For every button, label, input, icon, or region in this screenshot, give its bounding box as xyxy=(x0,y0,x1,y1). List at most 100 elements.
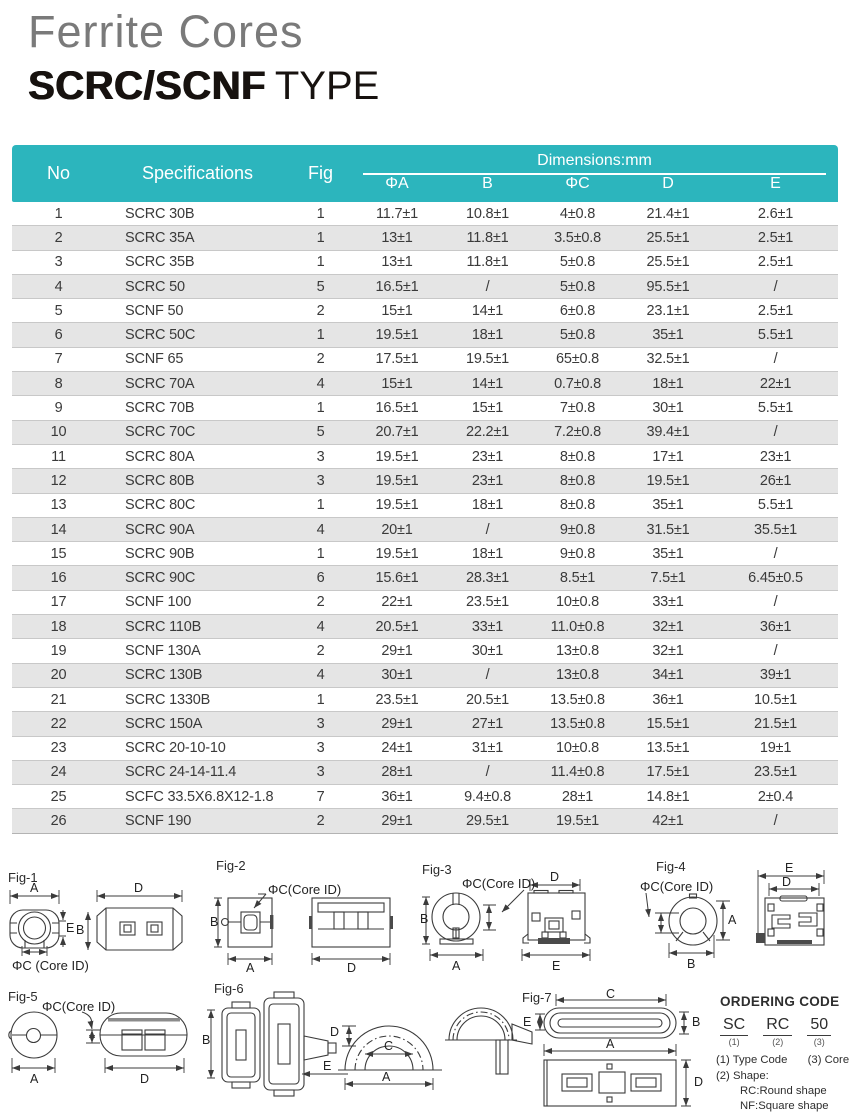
cell-dim-a: 15±1 xyxy=(381,302,413,319)
cell-dim-e: / xyxy=(773,545,778,562)
cell-fig: 1 xyxy=(316,497,325,514)
cell-dim-b: 20.5±1 xyxy=(465,691,510,708)
cell-dim-e: 21.5±1 xyxy=(753,715,798,732)
cell-fig: 5 xyxy=(316,278,325,295)
ordering-legend-shape: (2) Shape: xyxy=(716,1070,769,1082)
table-row: 9 SCRC 70B 1 16.5±1 15±1 7±0.8 30±1 5.5±… xyxy=(12,396,838,420)
cell-dim-b: 18±1 xyxy=(471,545,504,562)
cell-dim-a: 28±1 xyxy=(381,764,413,781)
col-header-dim-b: B xyxy=(443,175,532,202)
fig7-caption: Fig-7 xyxy=(522,990,552,1005)
fig7-dim-d-label: D xyxy=(694,1075,704,1089)
cell-dim-c: 6±0.8 xyxy=(559,302,596,319)
cell-dim-a: 15.6±1 xyxy=(375,570,419,587)
fig1-core-id-label: ΦC (Core ID) xyxy=(12,958,89,973)
table-row: 26 SCNF 190 2 29±1 29.5±1 19.5±1 42±1 / xyxy=(12,808,839,834)
cell-dim-a: 17.5±1 xyxy=(375,351,419,368)
cell-dim-a: 30±1 xyxy=(381,667,413,684)
cell-dim-b: 11.8±1 xyxy=(466,254,509,271)
cell-dim-c: 5±0.8 xyxy=(559,254,596,271)
cell-dim-d: 13.5±1 xyxy=(646,740,690,757)
fig7-dim-c-label: C xyxy=(606,987,616,1001)
col-header-dim-phi-a: ΦA xyxy=(351,175,443,202)
cell-specification: SCRC 80C xyxy=(125,497,196,514)
table-row: 20 SCRC 130B 4 30±1 / 13±0.8 34±1 39±1 xyxy=(12,663,839,688)
cell-specification: SCRC 70C xyxy=(125,424,196,441)
cell-specification: SCRC 80B xyxy=(125,472,195,489)
cell-specification: SCRC 90A xyxy=(125,521,195,538)
cell-dim-c: 0.7±0.8 xyxy=(554,375,601,392)
ordering-legend-nf: NF:Square shape xyxy=(740,1100,829,1112)
cell-no: 1 xyxy=(54,205,63,222)
cell-no: 6 xyxy=(54,327,63,344)
cell-dim-a: 29±1 xyxy=(381,813,413,830)
cell-fig: 1 xyxy=(316,691,325,708)
table-row: 24 SCRC 24-14-11.4 3 28±1 / 11.4±0.8 17.… xyxy=(12,760,839,785)
cell-no: 26 xyxy=(50,813,67,830)
cell-dim-e: 5.5±1 xyxy=(757,497,794,514)
cell-dim-c: 13.5±0.8 xyxy=(550,715,605,732)
cell-no: 23 xyxy=(50,740,67,757)
cell-fig: 4 xyxy=(316,375,325,392)
cell-specification: SCRC 35A xyxy=(125,229,195,246)
table-row: 5 SCNF 50 2 15±1 14±1 6±0.8 23.1±1 2.5±1 xyxy=(12,299,838,323)
cell-dim-d: 17.5±1 xyxy=(646,764,690,781)
cell-dim-e: 2.5±1 xyxy=(757,302,794,319)
cell-dim-d: 32.5±1 xyxy=(646,351,690,368)
fig4-core-id-label: ΦC(Core ID) xyxy=(640,879,714,894)
table-row: 4 SCRC 50 5 16.5±1 / 5±0.8 95.5±1 / xyxy=(12,274,839,299)
cell-dim-c: 65±0.8 xyxy=(555,351,600,368)
cell-no: 21 xyxy=(50,691,67,708)
fig5-caption: Fig-5 xyxy=(8,989,38,1004)
cell-dim-e: / xyxy=(773,351,778,368)
cell-dim-d: 14.8±1 xyxy=(646,788,690,805)
figure-fig7: Fig-7 C E B A D xyxy=(516,987,712,1113)
cell-dim-a: 19.5±1 xyxy=(375,448,419,465)
ordering-code-shape-index: (2) xyxy=(772,1037,784,1047)
table-row: 1 SCRC 30B 1 11.7±1 10.8±1 4±0.8 21.4±1 … xyxy=(12,202,838,226)
fig4-drawing xyxy=(645,870,825,958)
cell-fig: 1 xyxy=(316,229,325,246)
cell-dim-c: 11.0±0.8 xyxy=(550,618,605,635)
cell-dim-c: 5±0.8 xyxy=(559,327,596,344)
cell-no: 8 xyxy=(54,375,63,392)
fig4-dim-d-label: D xyxy=(782,875,792,889)
fig7-dim-b-label: B xyxy=(692,1015,701,1029)
spec-table-header: No Specifications Fig Dimensions:mm ΦA B… xyxy=(12,145,839,202)
table-row: 13 SCRC 80C 1 19.5±1 18±1 8±0.8 35±1 5.5… xyxy=(12,493,838,517)
figure-fig1: Fig-1 A E B D ΦC (Core ID) xyxy=(2,866,210,986)
cell-dim-e: 2±0.4 xyxy=(757,788,794,805)
cell-no: 18 xyxy=(50,618,67,635)
cell-dim-b: 10.8±1 xyxy=(465,205,510,222)
cell-no: 14 xyxy=(50,521,67,538)
cell-dim-d: 30±1 xyxy=(652,400,684,417)
cell-dim-d: 42±1 xyxy=(652,813,684,830)
cell-specification: SCNF 65 xyxy=(125,351,184,368)
fig1-dim-a-label: A xyxy=(30,881,39,895)
cell-dim-a: 19.5±1 xyxy=(375,497,419,514)
cell-dim-d: 35±1 xyxy=(652,545,684,562)
cell-dim-c: 5±0.8 xyxy=(559,278,596,295)
cell-dim-c: 10±0.8 xyxy=(555,594,600,611)
cell-no: 19 xyxy=(50,642,67,659)
cell-no: 17 xyxy=(50,594,67,611)
table-row: 22 SCRC 150A 3 29±1 27±1 13.5±0.8 15.5±1… xyxy=(12,711,839,737)
cell-dim-a: 20.7±1 xyxy=(375,424,419,441)
cell-fig: 4 xyxy=(316,521,325,538)
table-row: 3 SCRC 35B 1 13±1 11.8±1 5±0.8 25.5±1 2.… xyxy=(12,250,838,274)
cell-dim-c: 19.5±1 xyxy=(555,813,600,830)
cell-dim-d: 7.5±1 xyxy=(650,570,686,587)
table-row: 12 SCRC 80B 3 19.5±1 23±1 8±0.8 19.5±1 2… xyxy=(12,468,839,494)
fig5-drawing xyxy=(8,1011,188,1073)
figure-fig2: Fig-2 ΦC(Core ID) B A D xyxy=(210,856,422,978)
cell-dim-d: 25.5±1 xyxy=(646,254,690,271)
cell-dim-b: / xyxy=(485,764,490,781)
fig3-dim-a-label: A xyxy=(452,959,461,973)
fig4-dim-e-label: E xyxy=(785,861,794,875)
cell-dim-b: 22.2±1 xyxy=(465,424,510,441)
cell-fig: 2 xyxy=(316,813,325,830)
cell-dim-a: 22±1 xyxy=(381,594,413,611)
fig1-drawing xyxy=(9,890,183,956)
cell-specification: SCRC 110B xyxy=(125,618,202,635)
cell-fig: 7 xyxy=(316,788,325,805)
